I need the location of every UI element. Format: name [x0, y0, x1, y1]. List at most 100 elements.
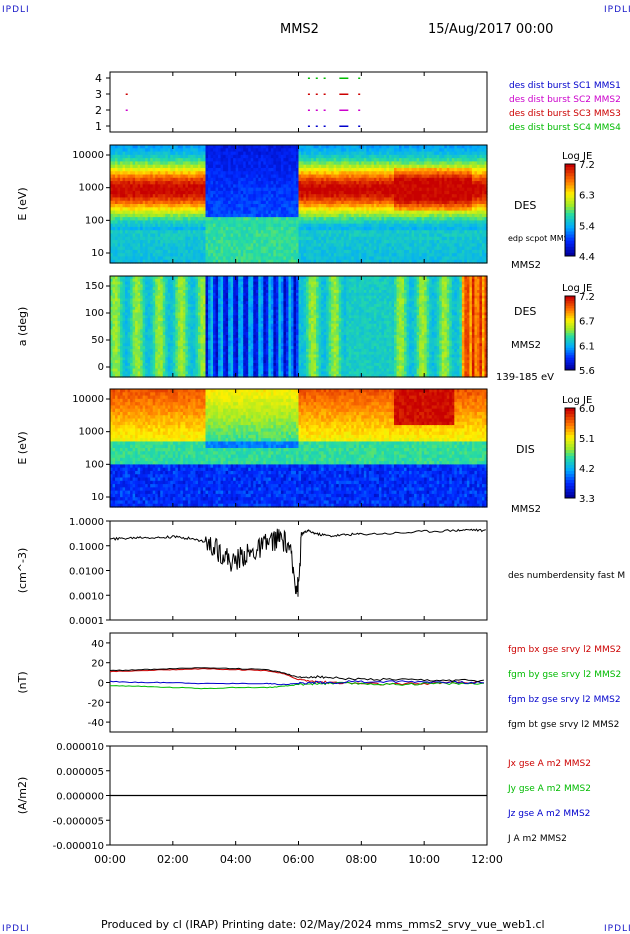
des-energy-cell: [416, 217, 420, 221]
des-energy-cell: [451, 256, 455, 261]
des-energy-cell: [444, 236, 448, 241]
des-energy-cell: [411, 200, 415, 205]
des-energy-cell: [250, 197, 254, 202]
des-energy-cell: [170, 145, 174, 149]
des-energy-cell: [190, 187, 194, 192]
des-energy-cell: [451, 174, 455, 179]
des-energy-cell: [280, 243, 285, 248]
des-energy-cell: [303, 207, 307, 212]
des-energy-cell: [190, 243, 194, 248]
des-energy-cell: [117, 167, 121, 172]
des-energy-cell: [152, 190, 156, 195]
des-energy-cell: [230, 177, 234, 182]
des-energy-cell: [436, 174, 440, 179]
des-energy-cell: [155, 164, 159, 169]
des-energy-cell: [381, 148, 385, 153]
des-energy-cell: [132, 207, 136, 212]
des-energy-cell: [399, 154, 403, 159]
des-energy-cell: [361, 220, 365, 225]
des-energy-cell: [137, 230, 141, 235]
des-energy-cell: [250, 164, 254, 169]
des-energy-cell: [431, 177, 435, 182]
des-energy-cell: [298, 200, 302, 205]
des-energy-cell: [436, 187, 440, 192]
des-energy-cell: [331, 253, 335, 258]
des-energy-cell: [326, 151, 330, 156]
des-energy-cell: [200, 161, 204, 166]
des-energy-cell: [386, 249, 390, 254]
des-energy-cell: [162, 181, 166, 185]
des-energy-cell: [351, 246, 355, 251]
des-energy-cell: [127, 200, 131, 205]
des-energy-cell: [285, 230, 290, 235]
des-energy-cell: [233, 204, 237, 208]
des-energy-cell: [378, 233, 383, 238]
des-energy-cell: [381, 164, 385, 169]
des-energy-cell: [338, 236, 342, 241]
des-energy-cell: [115, 177, 119, 182]
des-energy-cell: [152, 249, 156, 254]
des-energy-cell: [376, 174, 380, 179]
des-energy-cell: [155, 171, 159, 176]
des-energy-cell: [117, 240, 121, 244]
des-energy-cell: [137, 151, 141, 156]
des-energy-cell: [215, 204, 219, 208]
des-energy-cell: [147, 259, 151, 264]
des-energy-cell: [308, 164, 312, 169]
des-energy-cell: [348, 256, 352, 261]
des-energy-cell: [225, 217, 229, 221]
des-energy-cell: [328, 226, 332, 231]
des-energy-cell: [388, 200, 393, 205]
des-energy-cell: [293, 249, 297, 254]
des-energy-cell: [200, 207, 204, 212]
des-energy-cell: [190, 194, 194, 199]
des-energy-cell: [311, 230, 315, 235]
des-energy-cell: [147, 187, 151, 192]
des-energy-cell: [373, 200, 378, 205]
des-energy-cell: [383, 204, 388, 208]
des-energy-cell: [323, 233, 327, 238]
des-energy-cell: [265, 213, 269, 218]
des-energy-cell: [190, 190, 194, 195]
des-energy-cell: [202, 236, 207, 241]
des-energy-cell: [250, 148, 254, 153]
des-energy-cell: [172, 174, 176, 179]
des-energy-cell: [366, 226, 370, 231]
des-energy-cell: [363, 174, 367, 179]
des-energy-cell: [208, 236, 212, 241]
des-energy-cell: [363, 259, 367, 264]
des-energy-cell: [243, 223, 247, 228]
des-energy-cell: [110, 213, 114, 218]
des-energy-cell: [346, 177, 350, 182]
des-energy-cell: [225, 154, 229, 159]
des-energy-cell: [238, 246, 242, 251]
des-energy-cell: [311, 233, 315, 238]
des-energy-cell: [220, 226, 224, 231]
des-energy-cell: [451, 164, 455, 169]
des-energy-cell: [268, 181, 272, 185]
des-energy-cell: [446, 148, 450, 153]
des-energy-cell: [233, 243, 237, 248]
des-energy-cell: [404, 187, 408, 192]
des-energy-cell: [240, 236, 244, 241]
des-energy-cell: [429, 236, 433, 241]
des-energy-cell: [190, 197, 194, 202]
des-energy-cell: [127, 249, 131, 254]
des-energy-cell: [165, 233, 169, 238]
des-energy-cell: [147, 151, 151, 156]
des-energy-cell: [240, 230, 244, 235]
des-energy-cell: [431, 158, 435, 162]
des-energy-cell: [336, 246, 340, 251]
des-energy-cell: [293, 151, 297, 156]
des-energy-cell: [283, 200, 287, 205]
des-energy-cell: [275, 233, 279, 238]
des-energy-cell: [434, 259, 438, 264]
des-energy-cell: [391, 145, 395, 149]
des-energy-cell: [386, 200, 390, 205]
des-energy-cell: [137, 154, 141, 159]
des-energy-cell: [348, 184, 352, 189]
des-energy-cell: [328, 197, 332, 202]
des-energy-cell: [399, 204, 403, 208]
des-energy-cell: [444, 217, 448, 221]
des-energy-cell: [326, 230, 330, 235]
